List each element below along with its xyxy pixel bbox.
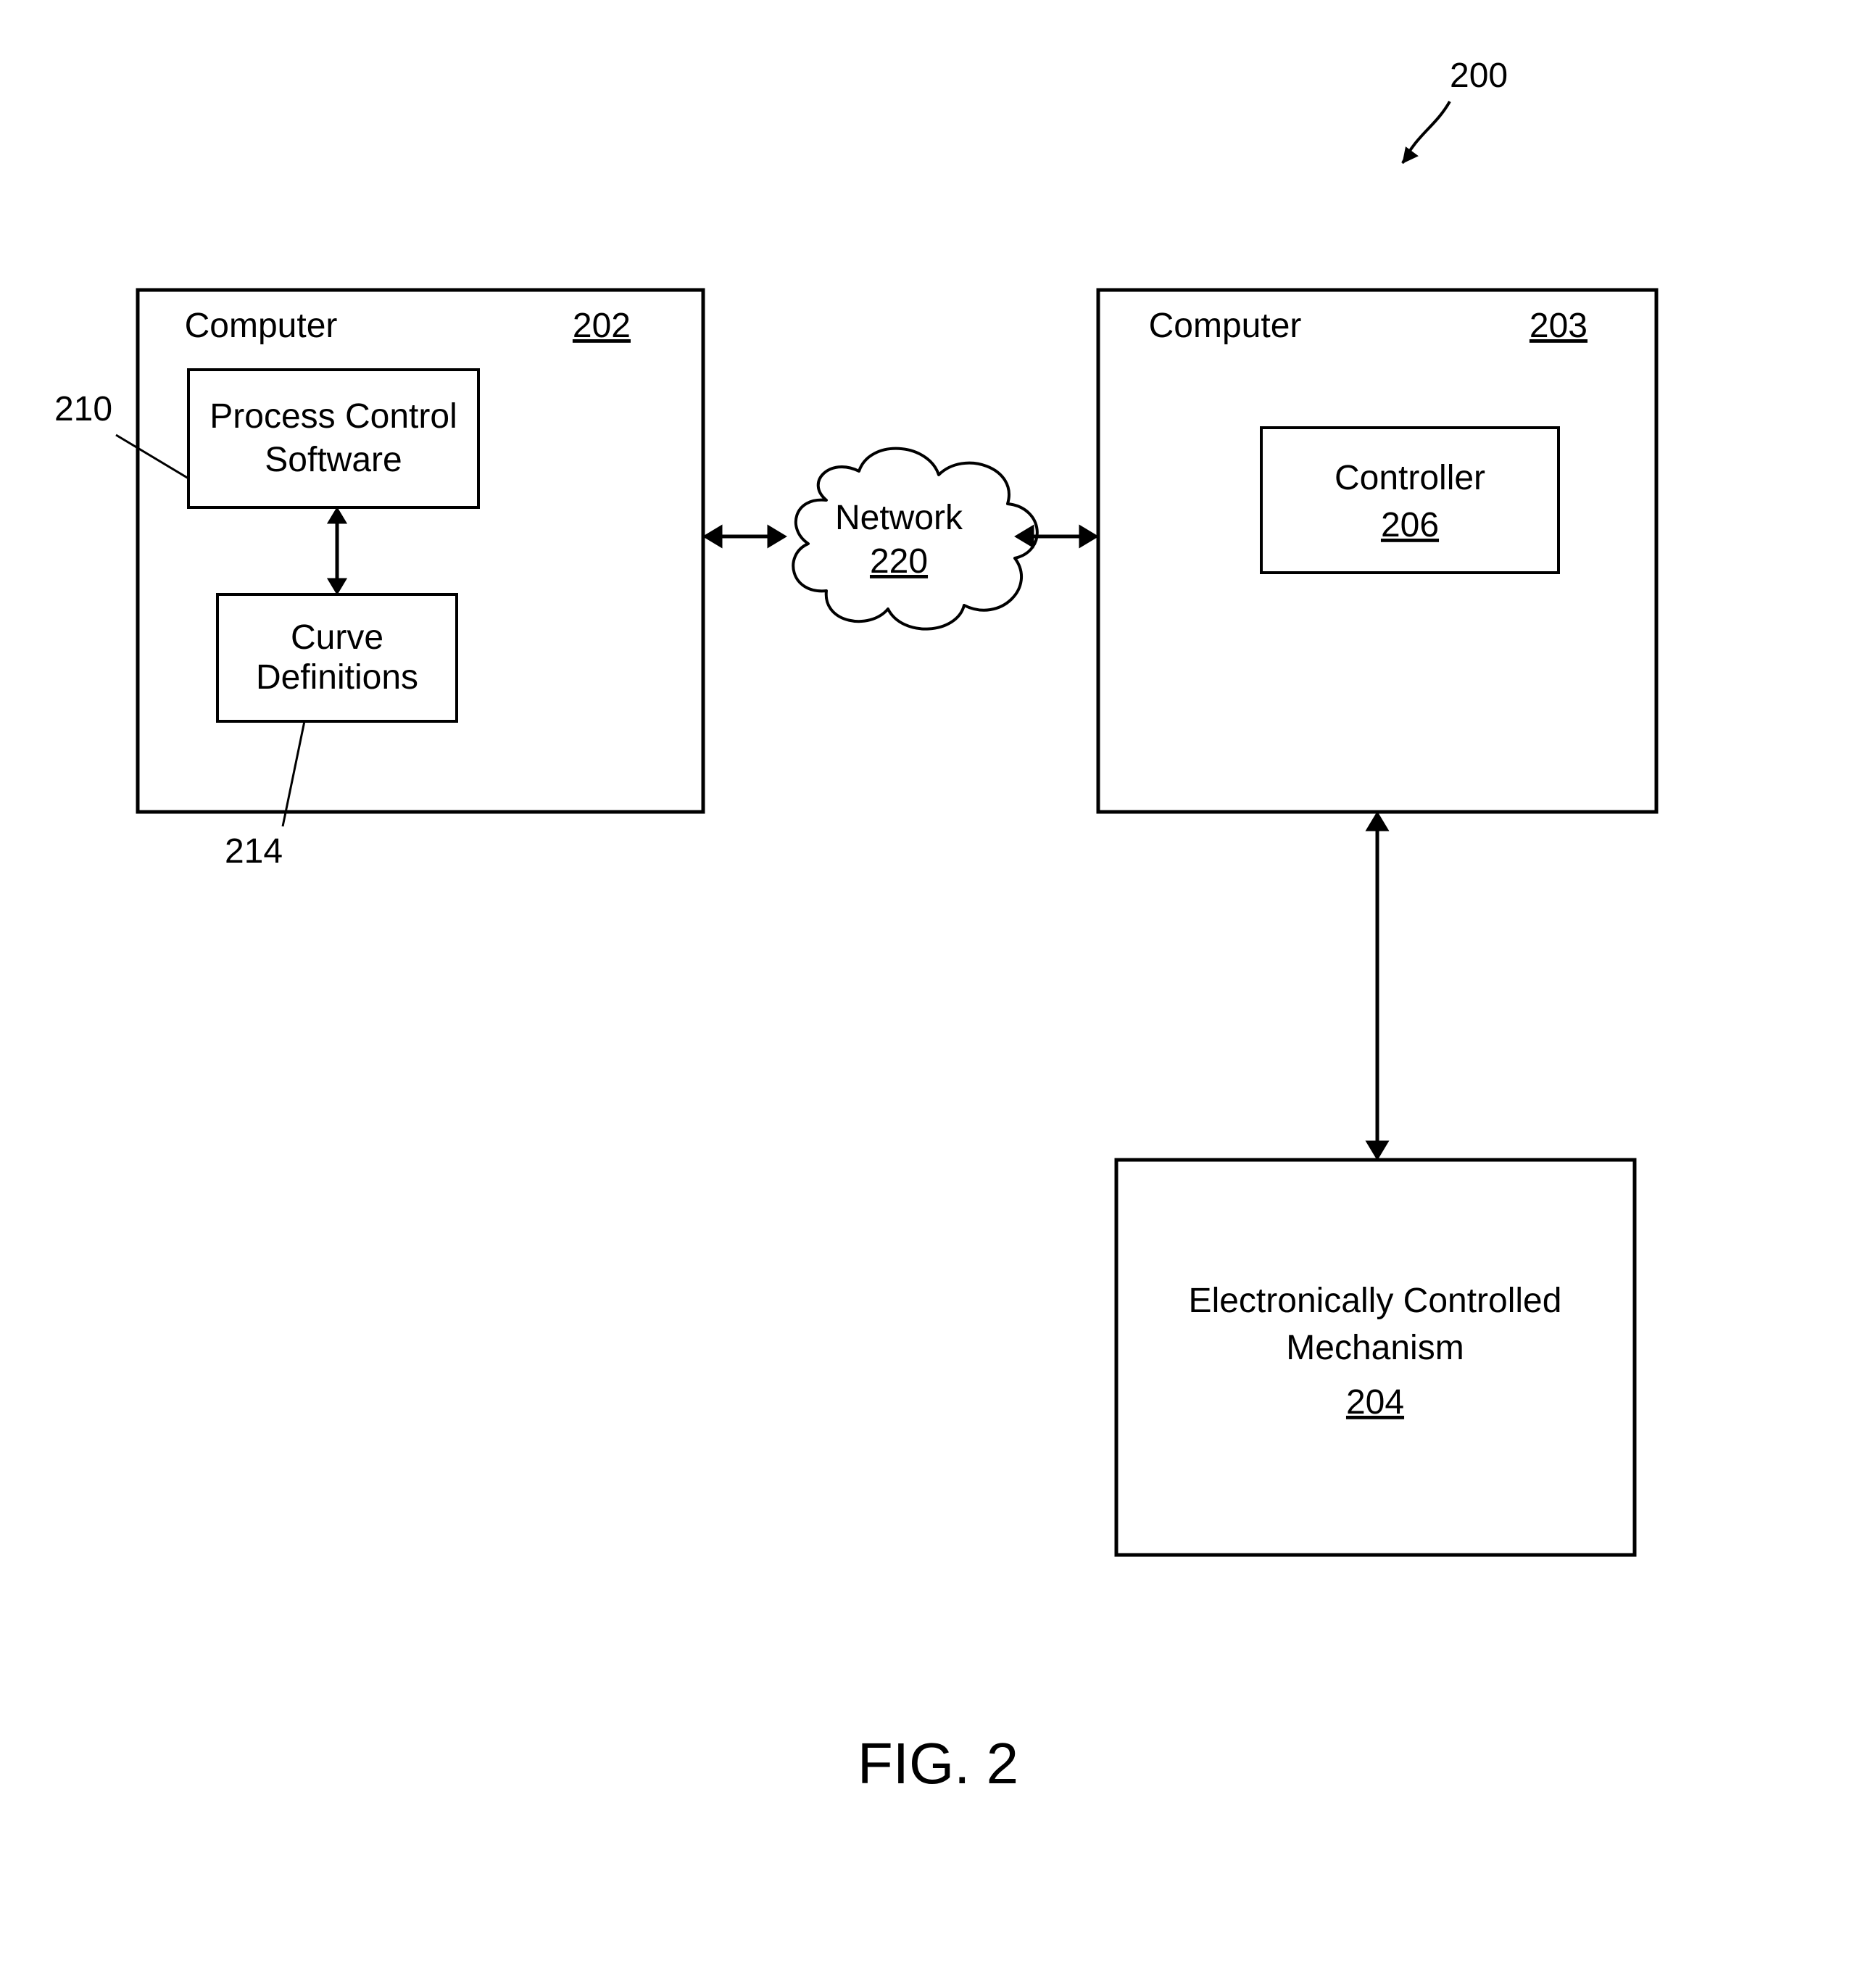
cd-label2: Definitions	[256, 658, 418, 697]
mechanism-ref: 204	[1346, 1383, 1404, 1422]
figure-caption: FIG. 2	[858, 1731, 1018, 1796]
pcs-box	[188, 370, 478, 507]
network-label: Network	[835, 499, 963, 537]
computer-right-ref: 203	[1530, 307, 1587, 345]
pcs-cd-arrow-head-u	[328, 507, 346, 523]
mechanism-label2: Mechanism	[1286, 1329, 1464, 1367]
arrow-net-right-head-l	[1015, 525, 1034, 547]
computer-right-title: Computer	[1149, 307, 1302, 345]
cd-label1: Curve	[291, 618, 383, 657]
computer-right-box	[1098, 290, 1656, 812]
pcs-label2: Software	[265, 441, 402, 479]
cd-ref: 214	[225, 832, 283, 871]
controller-ref: 206	[1381, 506, 1439, 544]
arrow-comp-mech-head-d	[1366, 1141, 1388, 1160]
controller-box	[1261, 428, 1559, 573]
computer-left-ref: 202	[573, 307, 631, 345]
arrow-net-right-head-r	[1079, 525, 1098, 547]
network-ref: 220	[870, 542, 928, 581]
controller-label: Controller	[1335, 459, 1485, 497]
pcs-ref-leader	[116, 435, 188, 478]
pcs-label1: Process Control	[209, 397, 457, 436]
network-cloud	[793, 449, 1037, 629]
figure-ref-200: 200	[1450, 57, 1508, 95]
arrow-left-net-head-l	[703, 525, 722, 547]
arrow-left-net-head-r	[768, 525, 786, 547]
pcs-cd-arrow-head-d	[328, 578, 346, 594]
mechanism-label1: Electronically Controlled	[1189, 1282, 1562, 1320]
arrow-comp-mech-head-u	[1366, 812, 1388, 831]
pcs-ref: 210	[54, 390, 112, 428]
computer-left-title: Computer	[185, 307, 338, 345]
